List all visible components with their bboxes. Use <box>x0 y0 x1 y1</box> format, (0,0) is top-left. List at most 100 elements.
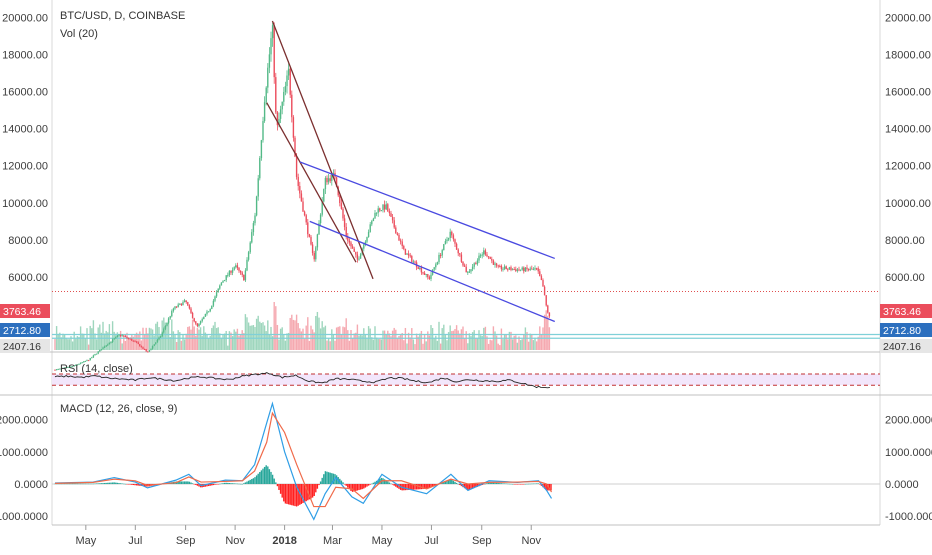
candle-body <box>161 332 163 337</box>
volume-bar <box>73 331 75 350</box>
candle-body <box>238 267 240 271</box>
candle-body <box>67 366 69 368</box>
macd-histogram-bar <box>86 483 88 485</box>
candle-body <box>548 312 551 317</box>
candle-body <box>230 270 232 273</box>
candle-body <box>175 306 178 308</box>
candle-body <box>532 268 535 270</box>
volume-bar <box>513 335 515 350</box>
candle-body <box>321 201 323 215</box>
candle-body <box>489 256 491 259</box>
y-tick-label-right: 16000.00 <box>885 87 931 99</box>
macd-histogram-bar <box>359 484 362 490</box>
volume-bar <box>134 334 136 350</box>
macd-histogram-bar <box>331 473 333 484</box>
candle-body <box>356 254 359 260</box>
volume-bar <box>435 335 437 350</box>
trendline[interactable] <box>271 20 374 280</box>
volume-bar <box>331 329 333 350</box>
volume-bar <box>195 335 197 350</box>
macd-histogram-bar <box>60 483 63 485</box>
volume-bar <box>537 336 539 350</box>
candle-body <box>119 334 122 336</box>
candle-body <box>273 25 275 78</box>
macd-histogram-bar <box>343 484 346 485</box>
macd-histogram-bar <box>539 484 541 485</box>
candle-body <box>207 311 210 313</box>
candle-body <box>153 344 155 347</box>
candle-body <box>121 335 123 337</box>
candle-body <box>215 292 218 297</box>
volume-bar <box>179 332 181 350</box>
volume-bar <box>332 334 335 350</box>
macd-histogram-bar <box>500 483 503 484</box>
candle-body <box>214 296 216 301</box>
volume-bar <box>375 337 378 350</box>
volume-bar <box>291 314 293 350</box>
trendline[interactable] <box>266 102 357 263</box>
macd-histogram-bar <box>267 466 269 484</box>
candle-body <box>435 264 437 268</box>
macd-histogram-bar <box>535 483 538 484</box>
candle-body <box>158 337 160 340</box>
candle-body <box>343 218 346 227</box>
candle-body <box>243 274 245 281</box>
volume-bar <box>463 338 466 350</box>
candle-body <box>515 269 517 271</box>
trendline[interactable] <box>299 161 555 260</box>
candle-body <box>411 256 413 262</box>
candle-body <box>427 274 429 278</box>
volume-bar <box>91 328 93 350</box>
candle-body <box>433 267 435 270</box>
macd-tick-label-left: -1000.0000 <box>0 511 48 523</box>
macd-histogram-bar <box>249 479 251 484</box>
candle-body <box>129 338 131 340</box>
volume-bar <box>71 341 74 350</box>
y-tick-label-right: 18000.00 <box>885 49 931 61</box>
macd-histogram-bar <box>527 483 530 485</box>
macd-legend[interactable]: MACD (12, 26, close, 9) <box>60 403 177 415</box>
volume-bar <box>425 341 427 350</box>
volume-bar <box>239 334 242 350</box>
macd-histogram-bar <box>361 484 363 490</box>
macd-histogram-bar <box>374 481 376 484</box>
volume-bar <box>315 316 317 350</box>
volume-bar <box>182 334 184 350</box>
y-tick-label-left: 8000.00 <box>8 235 48 247</box>
macd-histogram-bar <box>228 483 231 484</box>
macd-tick-label-right: 0.0000 <box>885 479 919 491</box>
rsi-legend[interactable]: RSI (14, close) <box>60 363 133 375</box>
volume-bar <box>503 334 506 350</box>
macd-histogram-bar <box>207 484 210 487</box>
macd-histogram-bar <box>131 484 133 485</box>
volume-bar <box>500 328 503 350</box>
macd-histogram-bar <box>526 483 528 485</box>
signal-line <box>54 411 553 508</box>
macd-histogram-bar <box>548 484 551 491</box>
candle-body <box>447 238 450 240</box>
trendlines[interactable] <box>266 20 556 323</box>
volume-bar <box>495 335 498 350</box>
macd-histogram-bar <box>395 484 397 487</box>
candle-body <box>284 86 287 92</box>
candle-body <box>118 334 120 336</box>
volume-legend[interactable]: Vol (20) <box>60 28 98 40</box>
symbol-title[interactable]: BTC/USD, D, COINBASE <box>60 10 185 22</box>
horizontal-lines[interactable] <box>52 290 880 339</box>
candle-body <box>311 244 314 253</box>
candle-body <box>476 260 479 265</box>
candle-body <box>295 156 298 177</box>
candle-body <box>132 340 135 342</box>
candle-body <box>331 174 333 181</box>
volume-bar <box>172 331 175 350</box>
macd-histogram-bar <box>524 483 527 485</box>
macd-histogram-bar <box>406 484 408 491</box>
volume-bar <box>419 333 421 350</box>
macd-histogram-bar <box>379 478 381 484</box>
trendline[interactable] <box>309 220 556 323</box>
macd-histogram-bar <box>507 483 509 485</box>
macd-histogram-bar <box>196 484 199 486</box>
macd-histogram-bar <box>534 483 536 485</box>
